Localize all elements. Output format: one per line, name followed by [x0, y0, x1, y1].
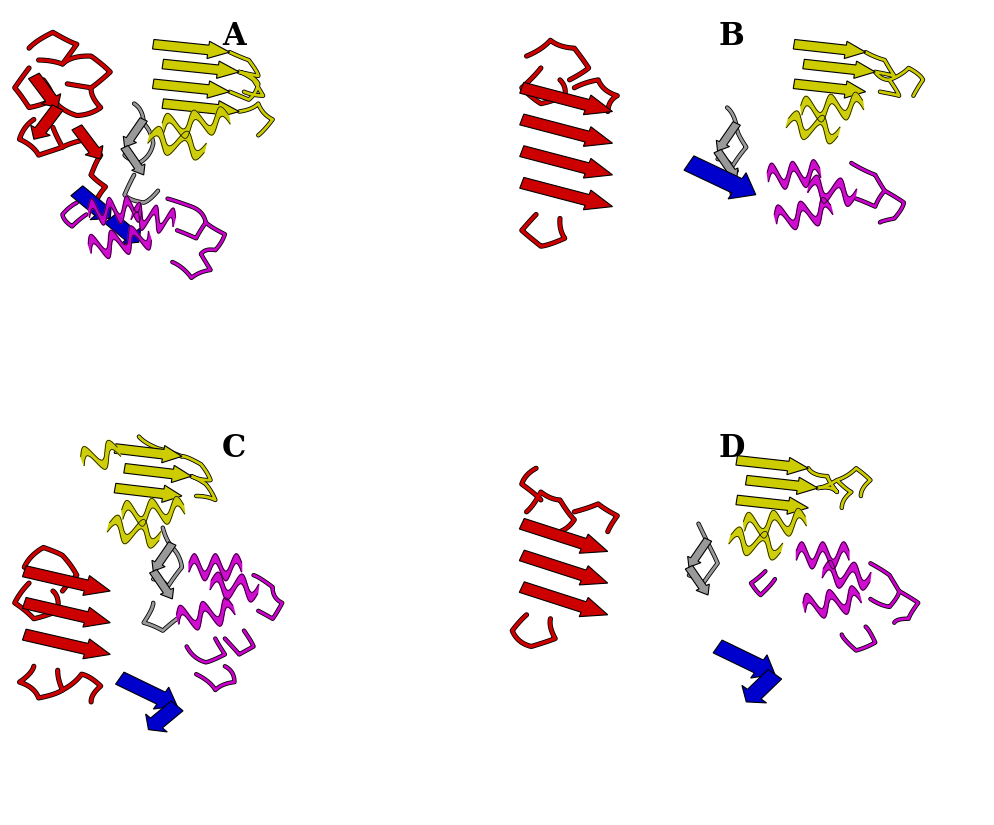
Polygon shape [519, 146, 612, 178]
Polygon shape [519, 518, 607, 554]
Polygon shape [88, 196, 141, 225]
Polygon shape [152, 40, 230, 59]
Polygon shape [23, 597, 110, 627]
Polygon shape [766, 160, 820, 189]
Polygon shape [81, 441, 120, 469]
Polygon shape [716, 122, 740, 151]
Polygon shape [807, 175, 856, 206]
Polygon shape [687, 538, 711, 568]
Polygon shape [107, 515, 161, 548]
Polygon shape [519, 582, 607, 616]
Polygon shape [114, 444, 182, 463]
Polygon shape [189, 554, 242, 581]
Polygon shape [162, 106, 230, 139]
Polygon shape [785, 111, 839, 144]
Polygon shape [736, 495, 807, 514]
Polygon shape [131, 202, 175, 233]
Text: D: D [718, 433, 744, 464]
Text: C: C [222, 433, 246, 464]
Polygon shape [519, 82, 612, 115]
Polygon shape [23, 629, 110, 659]
Polygon shape [123, 464, 191, 483]
Polygon shape [114, 483, 182, 502]
Polygon shape [683, 156, 755, 199]
Polygon shape [745, 475, 817, 494]
Polygon shape [519, 550, 607, 585]
Polygon shape [176, 598, 235, 630]
Polygon shape [210, 573, 258, 602]
Polygon shape [149, 569, 173, 599]
Polygon shape [71, 186, 111, 219]
Polygon shape [104, 214, 141, 244]
Polygon shape [519, 177, 612, 210]
Polygon shape [519, 114, 612, 146]
Polygon shape [152, 542, 176, 571]
Polygon shape [729, 527, 782, 560]
Polygon shape [115, 672, 177, 709]
Text: A: A [222, 21, 246, 52]
Polygon shape [792, 40, 865, 59]
Polygon shape [685, 566, 709, 595]
Polygon shape [162, 99, 239, 118]
Polygon shape [123, 118, 147, 147]
Text: B: B [718, 21, 744, 52]
Polygon shape [162, 59, 239, 78]
Polygon shape [31, 105, 63, 139]
Polygon shape [29, 73, 61, 107]
Polygon shape [148, 126, 206, 160]
Polygon shape [773, 197, 832, 229]
Polygon shape [800, 92, 863, 122]
Polygon shape [802, 586, 861, 618]
Polygon shape [23, 566, 110, 596]
Polygon shape [713, 640, 774, 678]
Polygon shape [802, 59, 875, 78]
Polygon shape [152, 79, 230, 98]
Polygon shape [145, 701, 183, 732]
Polygon shape [736, 455, 807, 474]
Polygon shape [121, 145, 145, 175]
Polygon shape [121, 497, 185, 526]
Polygon shape [795, 542, 848, 569]
Polygon shape [88, 226, 151, 258]
Polygon shape [72, 125, 102, 159]
Polygon shape [821, 560, 870, 590]
Polygon shape [742, 669, 781, 703]
Polygon shape [714, 149, 738, 179]
Polygon shape [792, 79, 865, 98]
Polygon shape [743, 508, 805, 538]
